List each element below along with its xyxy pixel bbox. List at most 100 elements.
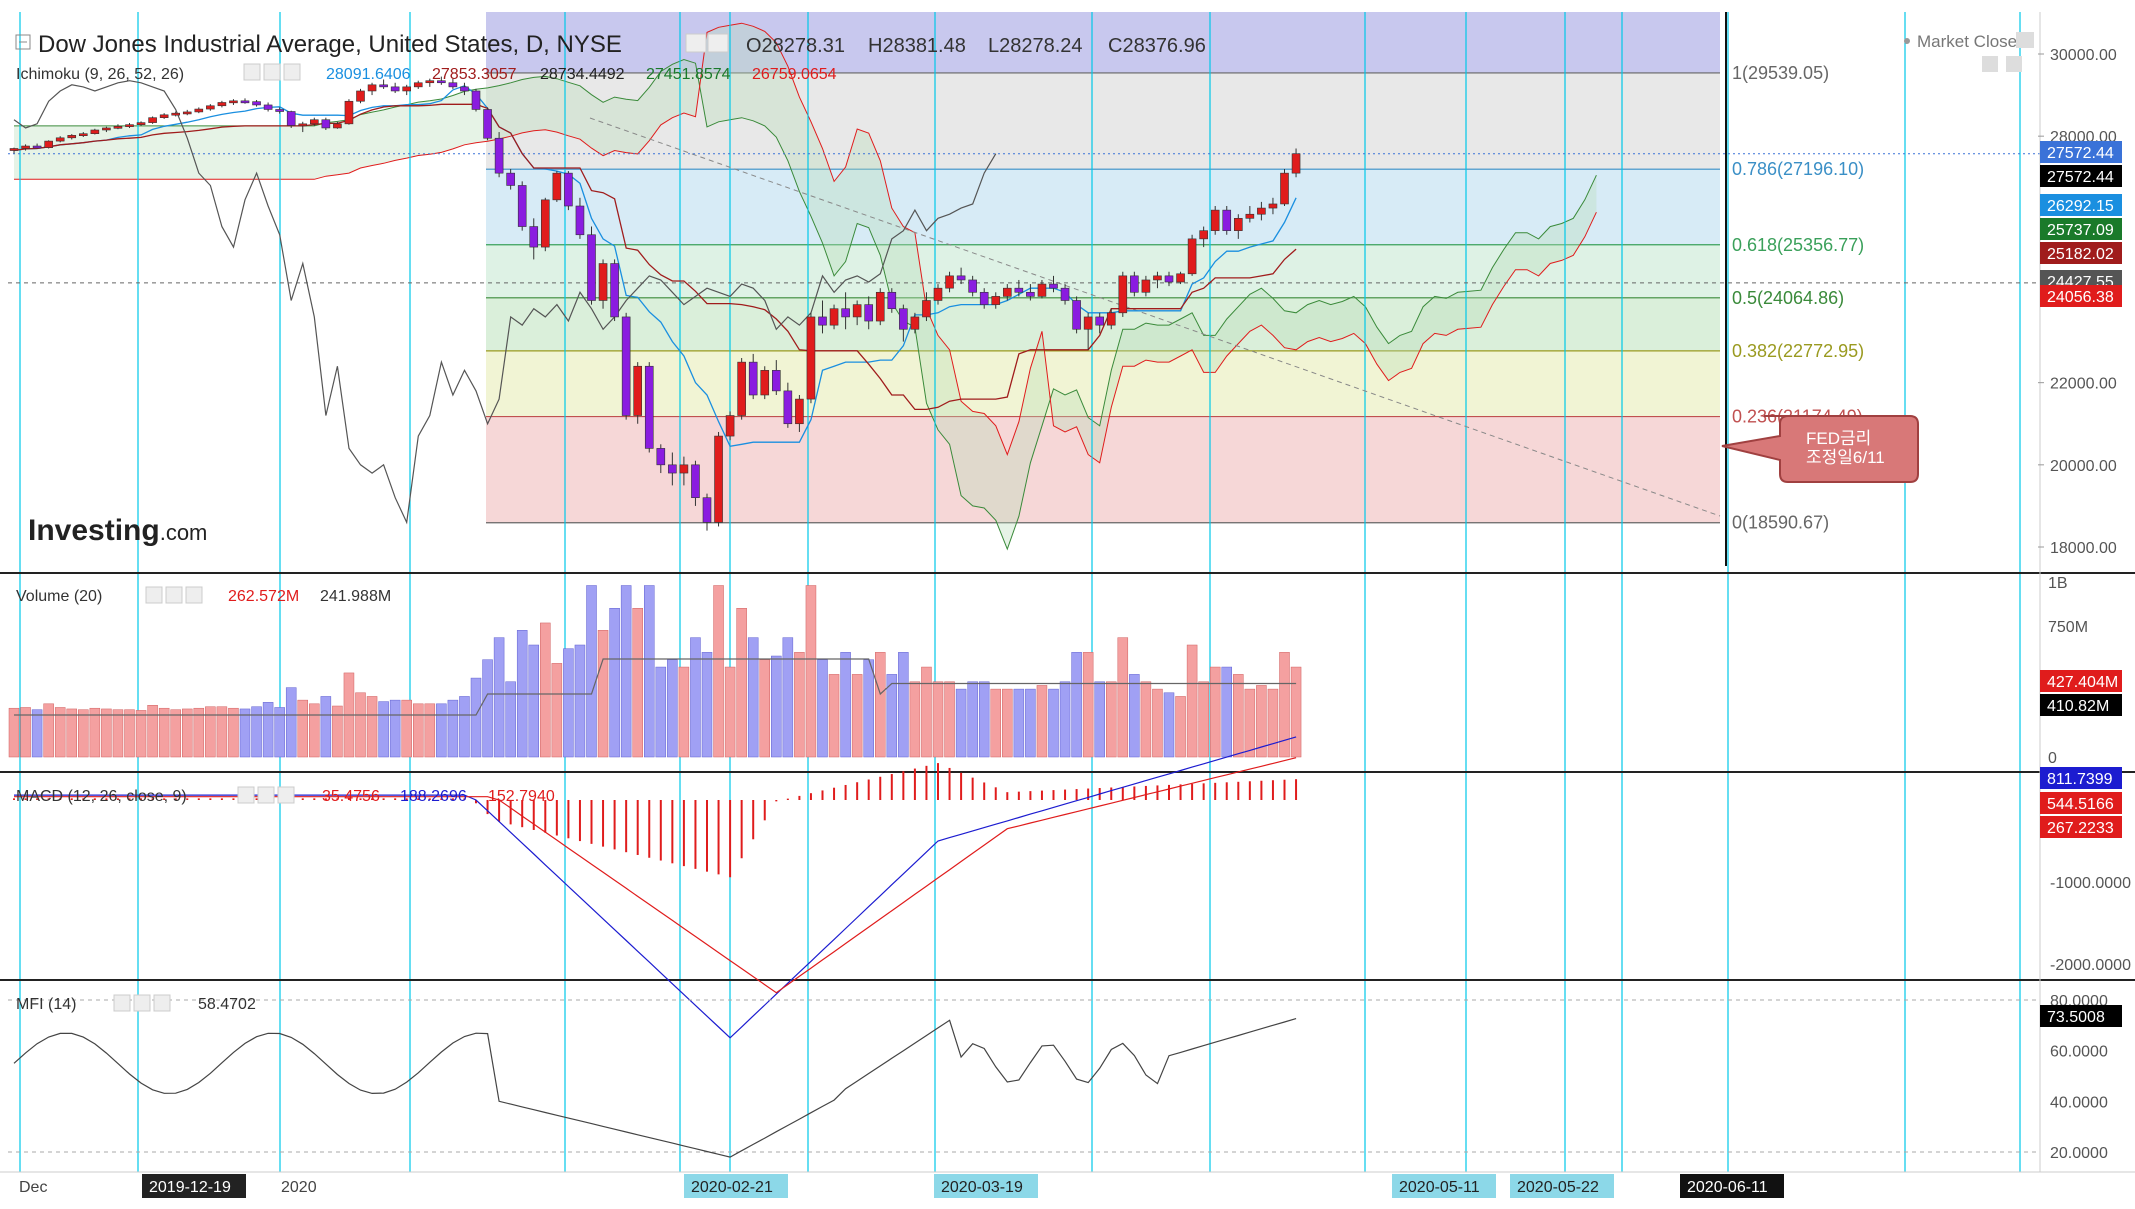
- mfi-settings-icons[interactable]: [113, 994, 171, 1012]
- market-status-dot: [1904, 38, 1910, 44]
- mfi-tag: 73.5008: [2047, 1009, 2105, 1026]
- fed-annotation[interactable]: FED금리 조정일6/11: [1721, 415, 1919, 483]
- price-tag: 25737.09: [2047, 222, 2114, 239]
- volume-bar: [528, 644, 539, 758]
- candle-body: [471, 90, 481, 110]
- candle-body: [21, 145, 30, 149]
- candle-body: [159, 114, 169, 118]
- volume-bar: [944, 681, 955, 758]
- gear-icon[interactable]: [707, 33, 729, 53]
- candle-body: [517, 185, 527, 227]
- candle-body: [1095, 316, 1104, 326]
- candle-body: [910, 316, 920, 330]
- volume-bar: [332, 705, 343, 758]
- candle-body: [621, 316, 631, 416]
- candle-body: [806, 316, 816, 400]
- volume-tag-bg: [2040, 694, 2122, 716]
- volume-bar: [805, 585, 817, 758]
- volume-bar: [690, 637, 701, 758]
- volume-bar: [713, 585, 724, 758]
- candle-body: [448, 82, 458, 88]
- volume-bar: [424, 703, 436, 758]
- price-tag-bg: [2040, 285, 2122, 307]
- chart-title: Dow Jones Industrial Average, United Sta…: [38, 31, 622, 58]
- candle-body: [483, 109, 492, 139]
- settings-icon[interactable]: [685, 33, 707, 53]
- price-tag-bg: [2040, 218, 2122, 240]
- fibonacci-zones: 1(29539.05) 0.786(27196.10) 0.618(25356.77…: [486, 12, 1864, 533]
- candle-body: [864, 304, 874, 322]
- ichimoku-settings-icons[interactable]: [243, 63, 301, 81]
- volume-tag: 410.82M: [2047, 698, 2109, 715]
- volume-bar: [228, 707, 239, 758]
- candle-body: [367, 84, 377, 92]
- volume-bar: [551, 663, 563, 758]
- header-settings-icons[interactable]: [685, 33, 729, 53]
- candle-body: [991, 296, 1001, 305]
- macd-value-macd: 188.2696: [400, 788, 467, 805]
- scroll-up-icon[interactable]: [2016, 32, 2034, 48]
- volume-bar: [101, 708, 112, 758]
- candle-body: [1268, 203, 1278, 209]
- macd-label: MACD (12, 26, close, 9): [16, 788, 187, 805]
- volume-bar: [701, 652, 713, 758]
- candle-body: [182, 111, 192, 115]
- collapse-toggle-icon[interactable]: [15, 34, 31, 50]
- volume-bar: [563, 648, 574, 758]
- macd-tag-bg: [2040, 767, 2122, 789]
- candle-body: [1245, 213, 1255, 219]
- volume-bar: [955, 688, 967, 758]
- ichimoku-tenkan: 28091.6406: [326, 66, 411, 83]
- candle-body: [979, 291, 989, 305]
- candle-body: [1187, 238, 1197, 275]
- volume-bar: [1048, 688, 1059, 758]
- mfi-label: MFI (14): [16, 996, 76, 1013]
- volume-bar: [990, 688, 1001, 758]
- candle-body: [1164, 275, 1174, 283]
- ichimoku-kijun: 27853.3057: [432, 66, 517, 83]
- value-tags: 27572.44 27572.44 26292.15 25737.09 25182.02…: [2040, 141, 2122, 1027]
- fib-level-label: 0.5(24064.86): [1732, 288, 1844, 308]
- candle-body: [1153, 275, 1162, 281]
- candle-body: [956, 275, 966, 281]
- candle-body: [679, 464, 689, 474]
- candle-body: [1199, 230, 1208, 240]
- volume-bar: [205, 706, 216, 758]
- candle-body: [1060, 287, 1070, 301]
- mfi-value: 58.4702: [198, 996, 256, 1013]
- volume-bar: [1186, 644, 1198, 758]
- signal-line: [14, 757, 1297, 994]
- macd-tag: 811.7399: [2047, 771, 2113, 788]
- time-label: 2019-12-19: [149, 1179, 231, 1196]
- candle-body: [564, 172, 573, 207]
- volume-bar: [597, 630, 609, 758]
- candle-body: [644, 365, 654, 449]
- volume-bar: [482, 659, 493, 758]
- volume-bar: [863, 659, 874, 758]
- candle-body: [44, 140, 53, 148]
- volume-bar: [170, 709, 181, 758]
- macd-value-signal: 152.7940: [488, 788, 555, 805]
- volume-bar: [43, 703, 54, 758]
- close-pane-icon[interactable]: [2006, 56, 2022, 72]
- volume-bar: [932, 681, 944, 758]
- volume-bar: [817, 659, 828, 758]
- time-axis: Dec 2019-12-19 2020 2020-02-21 2020-03-19 202…: [19, 1174, 1784, 1198]
- volume-bar: [355, 692, 366, 758]
- volume-bar: [1025, 688, 1036, 758]
- candle-body: [425, 80, 435, 84]
- restore-window-icon[interactable]: [1982, 56, 1998, 72]
- volume-settings-icons[interactable]: [145, 586, 203, 604]
- volume-bar: [1117, 637, 1129, 758]
- volume-bar: [297, 699, 308, 758]
- macd-settings-icons[interactable]: [237, 786, 295, 804]
- investing-logo: Investing.com: [28, 514, 207, 547]
- volume-bar: [840, 652, 851, 758]
- candle-body: [818, 316, 827, 326]
- volume-bar: [632, 608, 643, 758]
- volume-bar: [678, 666, 690, 758]
- volume-tick-label: 750M: [2048, 619, 2088, 636]
- candle-body: [321, 119, 331, 129]
- candle-body: [240, 100, 250, 104]
